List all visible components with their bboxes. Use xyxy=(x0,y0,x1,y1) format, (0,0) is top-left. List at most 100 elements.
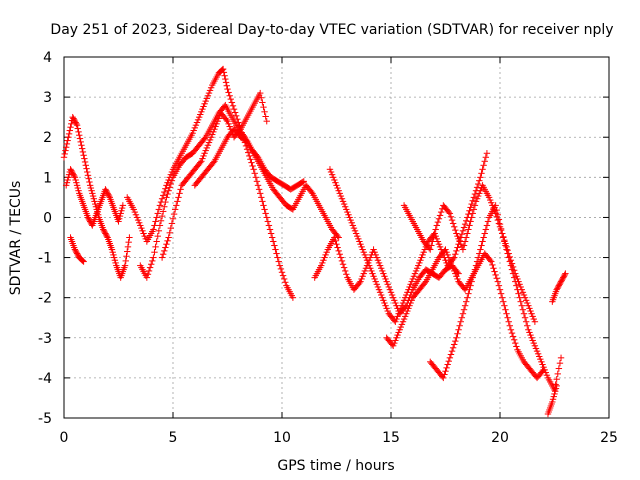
data-point xyxy=(73,120,80,128)
data-point xyxy=(163,194,170,201)
data-point xyxy=(340,200,348,208)
data-point xyxy=(333,182,340,189)
data-point xyxy=(81,158,89,166)
x-tick-label: 5 xyxy=(169,430,178,446)
data-point xyxy=(355,235,362,243)
x-tick-label: 0 xyxy=(60,430,69,446)
data-point xyxy=(496,220,504,228)
data-point xyxy=(220,69,228,76)
data-point xyxy=(451,254,458,261)
data-point xyxy=(466,207,473,214)
data-point xyxy=(464,294,471,301)
data-point xyxy=(352,230,360,237)
data-point xyxy=(459,227,467,235)
data-point xyxy=(527,307,534,315)
data-point xyxy=(489,261,496,269)
data-point xyxy=(67,166,74,173)
data-point xyxy=(163,182,170,189)
data-point xyxy=(227,95,234,103)
data-point xyxy=(164,179,171,186)
data-point xyxy=(162,185,169,192)
data-point xyxy=(132,211,140,218)
data-point xyxy=(483,222,491,229)
data-point xyxy=(198,158,205,165)
data-point xyxy=(194,116,202,124)
data-point xyxy=(318,262,325,269)
data-point xyxy=(326,166,334,173)
data-point xyxy=(561,271,568,279)
data-point xyxy=(403,291,410,299)
data-point xyxy=(139,227,146,235)
series-arc-4 xyxy=(124,65,297,301)
data-point xyxy=(100,226,107,233)
data-point xyxy=(475,180,482,188)
data-point xyxy=(385,283,393,291)
data-point xyxy=(272,246,279,253)
data-point xyxy=(321,254,328,261)
data-point xyxy=(555,282,563,289)
data-point xyxy=(117,210,124,217)
data-point xyxy=(516,281,523,288)
data-point xyxy=(254,182,262,189)
data-point xyxy=(460,306,468,313)
data-point xyxy=(72,247,79,255)
data-point xyxy=(506,258,514,265)
data-point xyxy=(371,249,378,256)
data-point xyxy=(536,353,543,360)
data-point xyxy=(508,266,516,273)
data-point xyxy=(347,216,354,224)
data-point xyxy=(484,218,492,225)
data-point xyxy=(533,347,541,355)
data-point xyxy=(206,136,214,144)
data-point xyxy=(84,168,91,176)
data-point xyxy=(210,128,217,136)
data-point xyxy=(554,285,561,292)
data-point xyxy=(459,246,467,253)
data-point xyxy=(169,215,177,222)
data-point xyxy=(448,262,456,269)
data-point xyxy=(475,192,482,200)
data-point xyxy=(91,198,98,205)
data-point xyxy=(454,275,461,283)
data-point xyxy=(277,265,285,273)
data-point xyxy=(451,267,458,275)
data-point xyxy=(463,298,470,305)
data-point xyxy=(134,216,142,224)
data-point xyxy=(446,354,454,362)
data-point xyxy=(530,315,537,323)
data-point xyxy=(556,359,564,367)
data-point xyxy=(476,250,483,257)
data-point xyxy=(156,202,164,209)
data-point xyxy=(478,170,485,177)
data-point xyxy=(516,294,523,301)
data-point xyxy=(490,265,497,272)
data-point xyxy=(214,117,221,125)
data-point xyxy=(477,187,484,194)
data-point xyxy=(405,286,412,293)
data-point xyxy=(162,198,169,206)
data-point xyxy=(485,194,493,201)
data-point xyxy=(86,216,93,224)
data-point xyxy=(154,210,161,217)
data-point xyxy=(359,273,366,280)
data-point xyxy=(373,254,381,261)
data-point xyxy=(223,116,230,124)
data-point xyxy=(476,177,483,184)
data-point xyxy=(486,257,494,264)
data-point xyxy=(504,314,511,321)
data-point xyxy=(394,331,401,339)
data-point xyxy=(357,240,364,248)
data-point xyxy=(444,251,451,259)
data-point xyxy=(168,168,176,176)
data-point xyxy=(560,274,567,281)
data-point xyxy=(247,156,254,163)
data-point xyxy=(473,258,481,265)
data-point xyxy=(222,79,230,86)
data-point xyxy=(76,132,83,139)
data-point xyxy=(391,297,398,304)
data-point xyxy=(383,278,390,285)
data-point xyxy=(273,250,280,257)
data-point xyxy=(397,323,405,331)
data-point xyxy=(215,115,222,122)
data-point xyxy=(520,310,528,317)
